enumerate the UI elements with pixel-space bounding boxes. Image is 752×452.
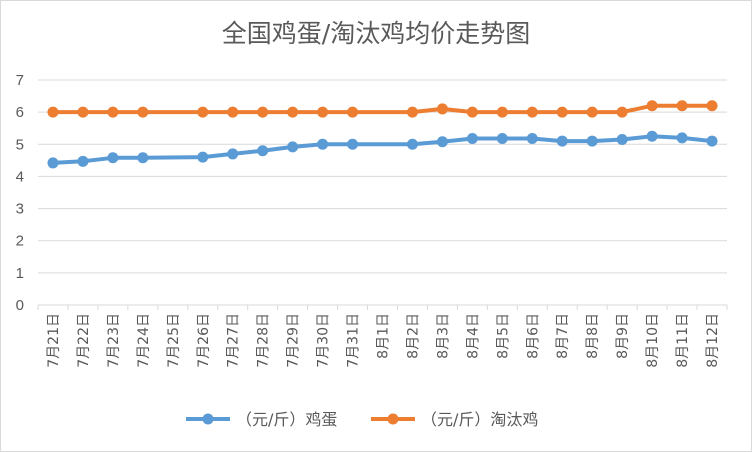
data-point	[616, 133, 628, 145]
data-point	[586, 135, 598, 147]
data-point	[107, 152, 119, 164]
data-point	[317, 106, 329, 118]
data-point	[77, 106, 89, 118]
x-tick-label: 8月2日	[405, 313, 421, 359]
series-line-1	[51, 103, 714, 115]
x-tick-label: 8月9日	[615, 313, 631, 359]
y-tick-label: 7	[16, 72, 24, 89]
data-point	[406, 138, 418, 150]
x-tick-label: 8月10日	[645, 313, 661, 368]
y-tick-label: 1	[16, 265, 24, 282]
data-point	[287, 141, 299, 153]
data-point	[706, 135, 718, 147]
data-point	[347, 138, 359, 150]
data-point	[47, 157, 59, 169]
data-point	[526, 133, 538, 144]
x-tick-label: 8月1日	[376, 313, 392, 359]
x-tick-label: 8月6日	[525, 313, 541, 359]
data-point	[227, 106, 239, 118]
x-tick-label: 8月11日	[675, 313, 691, 368]
data-point	[137, 152, 149, 164]
data-point	[317, 138, 329, 150]
x-tick-label: 8月5日	[495, 313, 511, 359]
x-tick-label: 7月25日	[166, 313, 182, 368]
y-tick-label: 0	[16, 297, 24, 314]
x-tick-label: 8月3日	[435, 313, 451, 359]
x-tick-label: 7月24日	[136, 313, 152, 368]
x-tick-label: 8月12日	[705, 313, 721, 368]
x-tick-label: 8月7日	[555, 313, 571, 359]
data-point	[466, 106, 478, 118]
x-tick-label: 7月23日	[106, 313, 122, 368]
data-point	[556, 135, 568, 147]
data-point	[257, 145, 269, 157]
data-point	[586, 106, 598, 118]
data-point	[496, 133, 508, 144]
data-point	[556, 106, 568, 118]
y-tick-label: 4	[16, 168, 24, 185]
data-point	[227, 148, 239, 160]
x-tick-label: 8月4日	[465, 313, 481, 359]
data-point	[77, 155, 89, 167]
x-tick-label: 7月22日	[76, 313, 92, 368]
legend-swatch-marker	[202, 413, 214, 425]
y-tick-label: 3	[16, 201, 24, 218]
x-tick-label: 7月31日	[346, 313, 362, 368]
data-point	[646, 130, 658, 142]
data-point	[47, 106, 59, 118]
data-point	[676, 132, 688, 144]
data-point	[347, 106, 359, 118]
data-point	[436, 103, 448, 115]
data-point	[257, 106, 269, 118]
y-tick-label: 6	[16, 104, 24, 121]
data-point	[466, 133, 478, 144]
data-point	[616, 106, 628, 118]
legend-label: （元/斤）鸡蛋	[236, 410, 337, 429]
data-point	[646, 100, 658, 112]
x-tick-label: 7月29日	[286, 313, 302, 368]
x-tick-label: 7月26日	[196, 313, 212, 368]
data-point	[197, 151, 209, 163]
data-point	[406, 106, 418, 118]
data-point	[436, 136, 448, 148]
legend-label: （元/斤）淘汰鸡	[421, 410, 538, 429]
y-tick-label: 2	[16, 233, 24, 250]
series-line-0	[51, 134, 714, 165]
data-point	[137, 106, 149, 118]
data-point	[287, 106, 299, 118]
x-tick-label: 7月28日	[256, 313, 272, 368]
data-point	[526, 106, 538, 118]
data-point	[676, 100, 688, 112]
x-tick-label: 7月21日	[46, 313, 62, 368]
x-tick-label: 7月27日	[226, 313, 242, 368]
data-point	[706, 100, 718, 112]
legend-swatch-marker	[387, 413, 399, 425]
x-tick-label: 8月8日	[585, 313, 601, 359]
data-point	[496, 106, 508, 118]
chart-title: 全国鸡蛋/淘汰鸡均价走势图	[221, 19, 531, 48]
y-tick-label: 5	[16, 136, 24, 153]
data-point	[107, 106, 119, 118]
x-tick-label: 7月30日	[316, 313, 332, 368]
data-point	[197, 106, 209, 118]
